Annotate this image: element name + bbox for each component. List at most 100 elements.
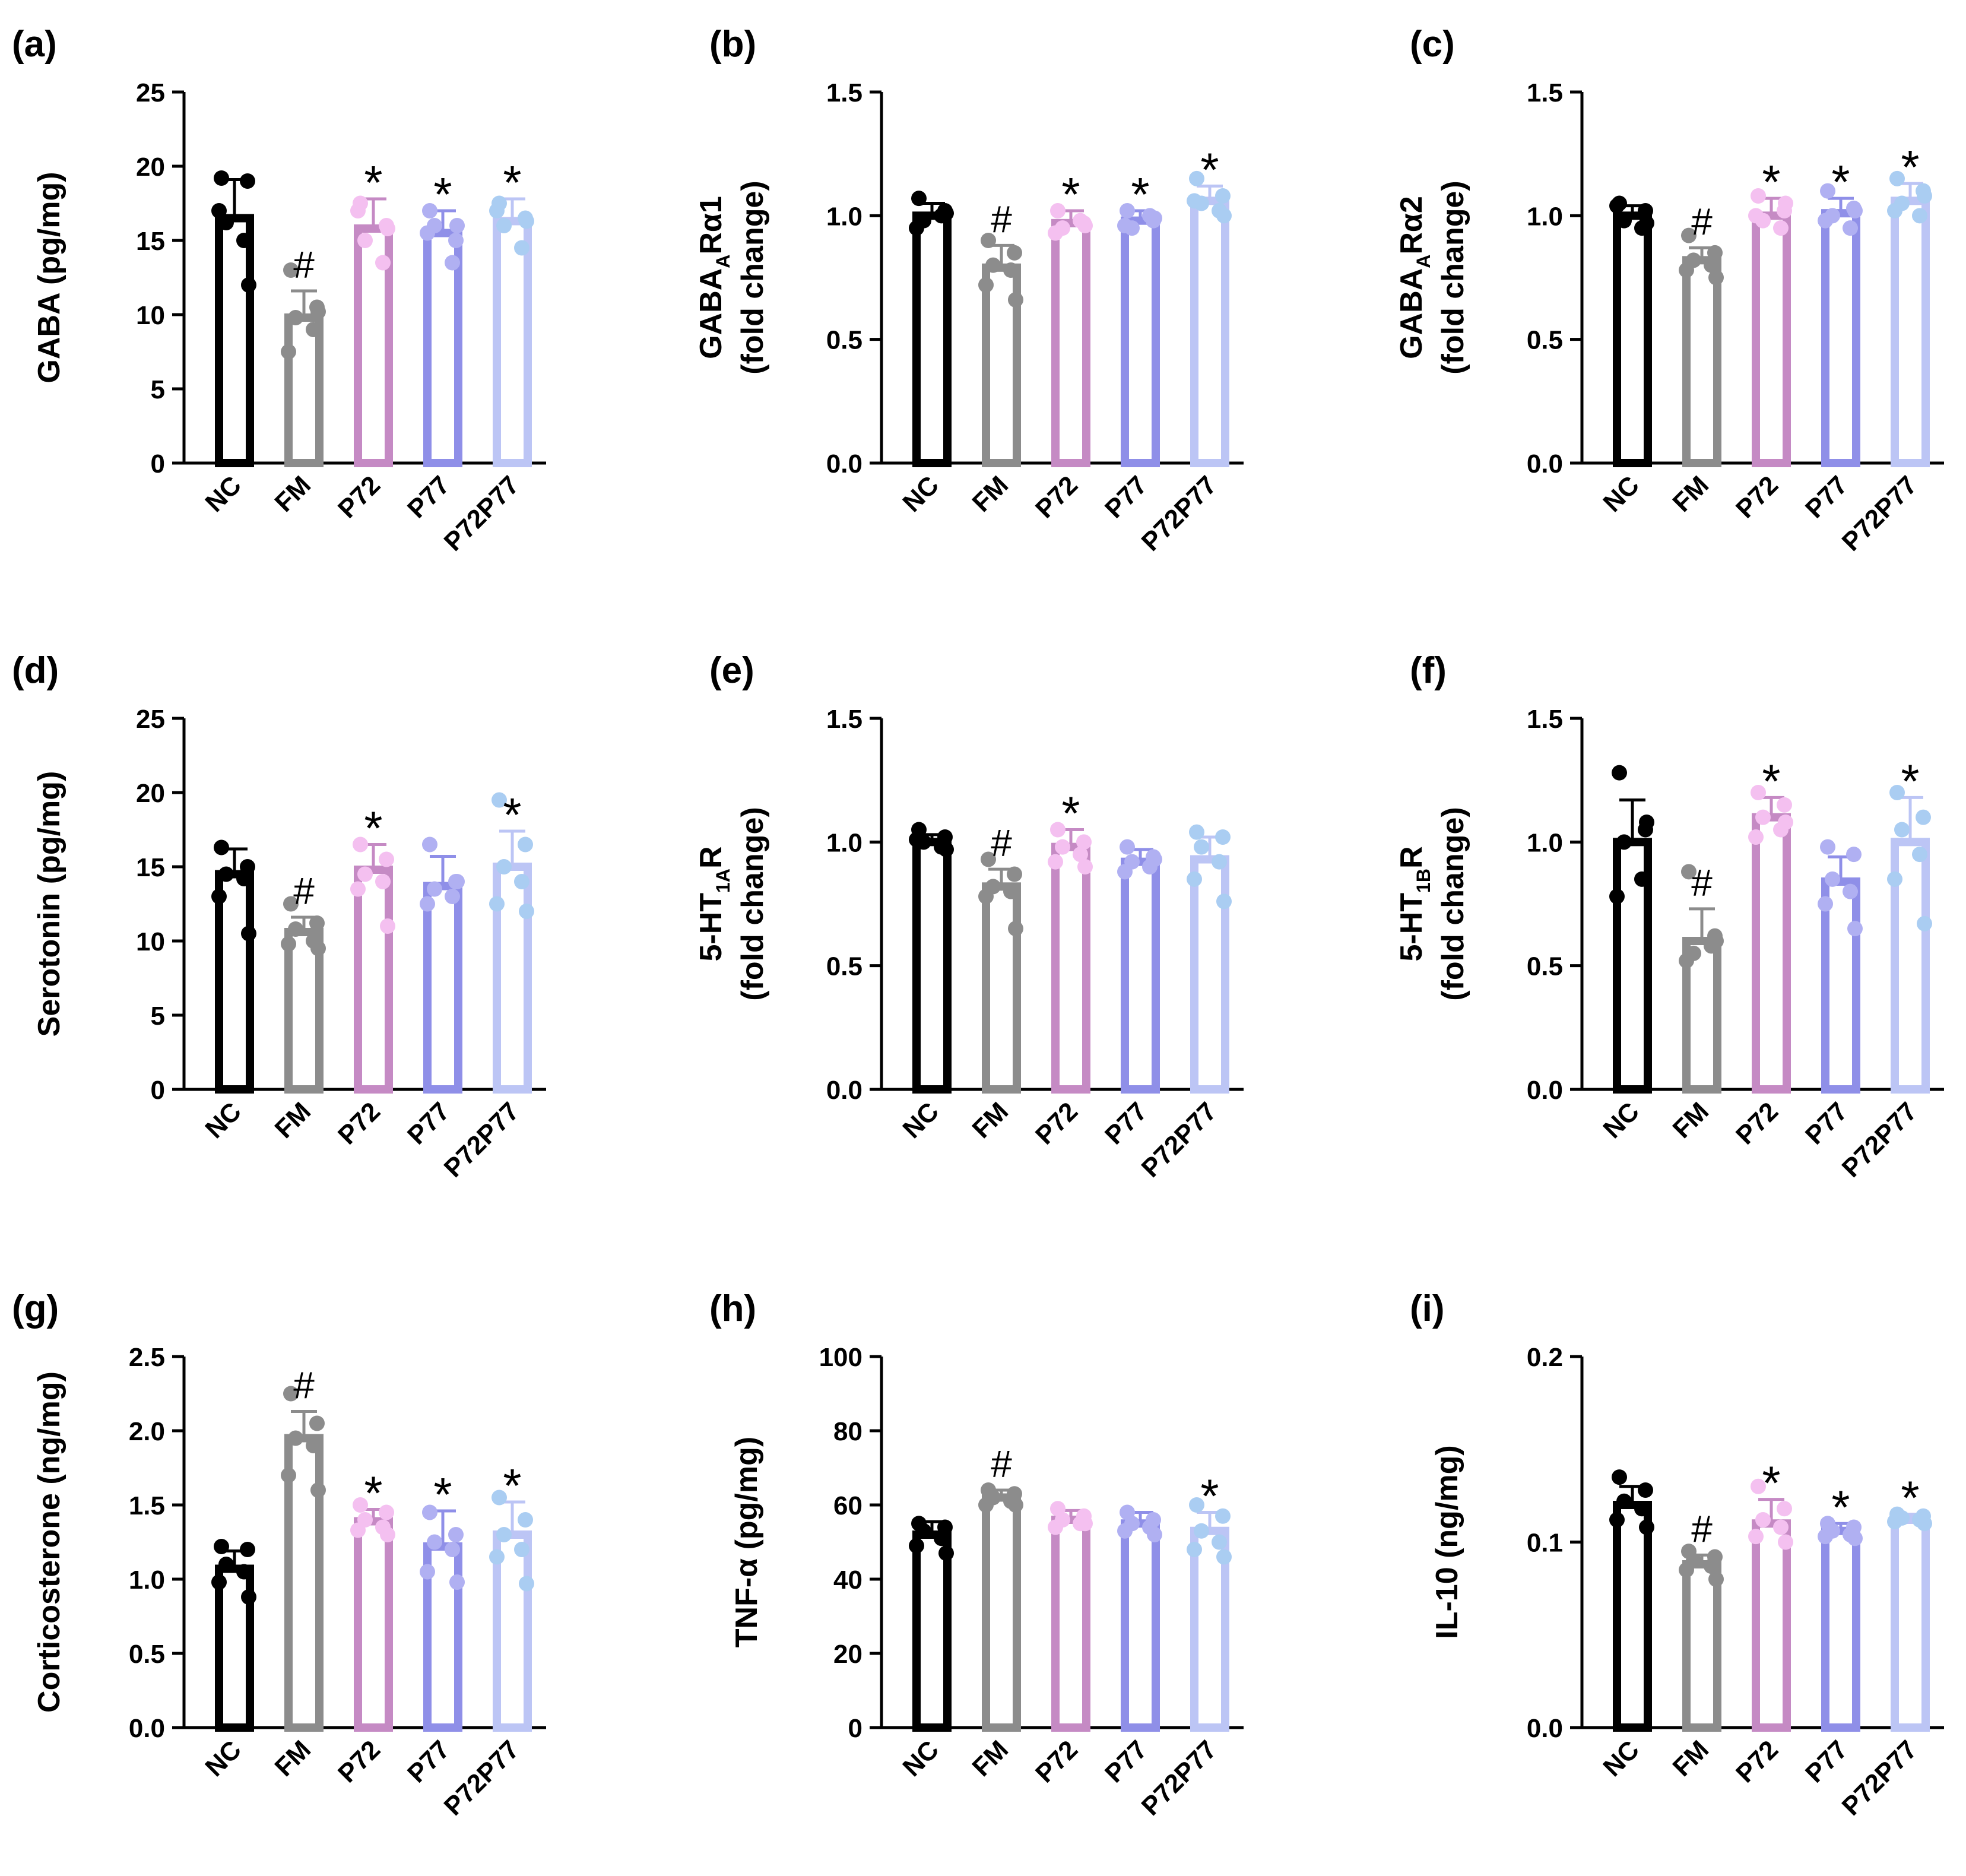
data-point: [1778, 1534, 1793, 1550]
data-point: [218, 215, 234, 230]
x-tick-label: FM: [1667, 1735, 1714, 1782]
y-tick-label: 0.5: [129, 1640, 165, 1669]
chart-panel: (f)0.00.51.01.55-HT1BR (fold change)NC#FM…: [1394, 650, 1944, 1183]
data-point: [422, 836, 437, 853]
x-tick-label: NC: [199, 470, 247, 518]
x-tick-label: FM: [1667, 1097, 1714, 1144]
data-point: [909, 832, 924, 848]
x-tick-label: P72P77: [1837, 1097, 1923, 1183]
data-point: [1751, 785, 1766, 800]
data-point: [1216, 208, 1232, 224]
data-point: [1120, 203, 1135, 218]
y-tick-label: 100: [819, 1343, 862, 1372]
data-point: [1825, 871, 1840, 887]
data-point: [1679, 953, 1694, 969]
y-label-main: 5-HT: [1394, 893, 1429, 962]
data-point: [1887, 203, 1902, 218]
data-point: [1916, 809, 1931, 825]
data-point: [489, 203, 505, 218]
significance-star: *: [1831, 156, 1850, 208]
significance-hash: #: [293, 1364, 315, 1407]
data-point: [496, 1527, 512, 1542]
x-tick-label: NC: [897, 470, 944, 518]
data-point: [240, 173, 255, 189]
data-point: [496, 218, 512, 233]
bar-fm: [1682, 1560, 1721, 1732]
data-point: [427, 881, 442, 897]
significance-star: *: [503, 1459, 521, 1512]
data-point: [985, 257, 1001, 273]
data-point: [1008, 1497, 1023, 1513]
y-tick-label: 10: [136, 927, 165, 956]
data-point: [380, 918, 395, 934]
data-point: [1616, 1493, 1632, 1509]
data-point: [1777, 1501, 1792, 1517]
data-point: [445, 1542, 460, 1557]
data-point: [514, 240, 529, 256]
data-point: [1704, 257, 1719, 273]
significance-hash: #: [293, 870, 315, 912]
bar-p72p77: [1190, 1526, 1229, 1732]
y-label-main: GABA: [1394, 268, 1429, 359]
y-tick-label: 80: [833, 1417, 862, 1446]
data-point: [1847, 203, 1863, 218]
panel-label: (c): [1410, 24, 1455, 65]
x-tick-label: P77: [1099, 470, 1153, 524]
y-axis-label: GABAARα2: [1394, 196, 1434, 359]
data-point: [1843, 220, 1858, 236]
bar-p72: [1752, 1519, 1791, 1732]
data-point: [379, 851, 394, 867]
data-point: [236, 233, 252, 248]
significance-star: *: [1061, 168, 1080, 221]
data-point: [241, 277, 256, 293]
panel-label: (g): [12, 1288, 59, 1329]
bar-p77: [1121, 857, 1160, 1094]
y-tick-label: 0: [848, 1714, 862, 1743]
data-point: [1077, 1516, 1093, 1532]
data-point: [214, 170, 229, 186]
data-point: [379, 1504, 394, 1520]
data-point: [1187, 1542, 1202, 1557]
panel-label: (e): [709, 650, 754, 691]
y-tick-label: 0.2: [1527, 1343, 1563, 1372]
y-tick-label: 1.5: [826, 78, 862, 107]
data-point: [288, 310, 303, 325]
y-label-main: 5-HT: [694, 893, 728, 962]
panel-label: (h): [709, 1288, 756, 1329]
significance-hash: #: [293, 243, 315, 286]
data-point: [241, 1589, 256, 1605]
data-point: [310, 1482, 326, 1498]
data-point: [306, 322, 321, 337]
x-tick-label: NC: [199, 1097, 247, 1144]
data-point: [288, 1430, 303, 1446]
data-point: [978, 889, 994, 904]
data-point: [1639, 815, 1654, 830]
panel-label: (b): [709, 24, 756, 65]
data-point: [981, 233, 996, 248]
data-point: [1050, 203, 1066, 218]
data-point: [1055, 839, 1070, 855]
panel-label: (a): [12, 24, 57, 65]
data-point: [1755, 809, 1771, 825]
data-point: [309, 1415, 325, 1431]
y-axis-label: GABAARα1: [694, 196, 734, 359]
bar-nc: [912, 838, 952, 1094]
data-point: [1609, 198, 1625, 214]
data-point: [492, 792, 507, 808]
y-tick-label: 0.1: [1527, 1529, 1563, 1558]
data-point: [1755, 1512, 1771, 1528]
x-tick-label: FM: [966, 1735, 1014, 1782]
data-point: [1889, 170, 1905, 186]
x-tick-label: P72P77: [439, 1735, 525, 1821]
x-tick-label: NC: [199, 1735, 247, 1782]
data-point: [1216, 893, 1232, 910]
significance-star: *: [1762, 156, 1780, 208]
data-point: [448, 1527, 464, 1542]
data-point: [1818, 1529, 1833, 1545]
x-tick-label: P72P77: [1837, 1735, 1923, 1821]
x-tick-label: FM: [269, 1735, 316, 1782]
significance-hash: #: [991, 1443, 1012, 1485]
data-point: [445, 889, 460, 904]
significance-star: *: [433, 168, 452, 221]
data-point: [1818, 213, 1833, 229]
